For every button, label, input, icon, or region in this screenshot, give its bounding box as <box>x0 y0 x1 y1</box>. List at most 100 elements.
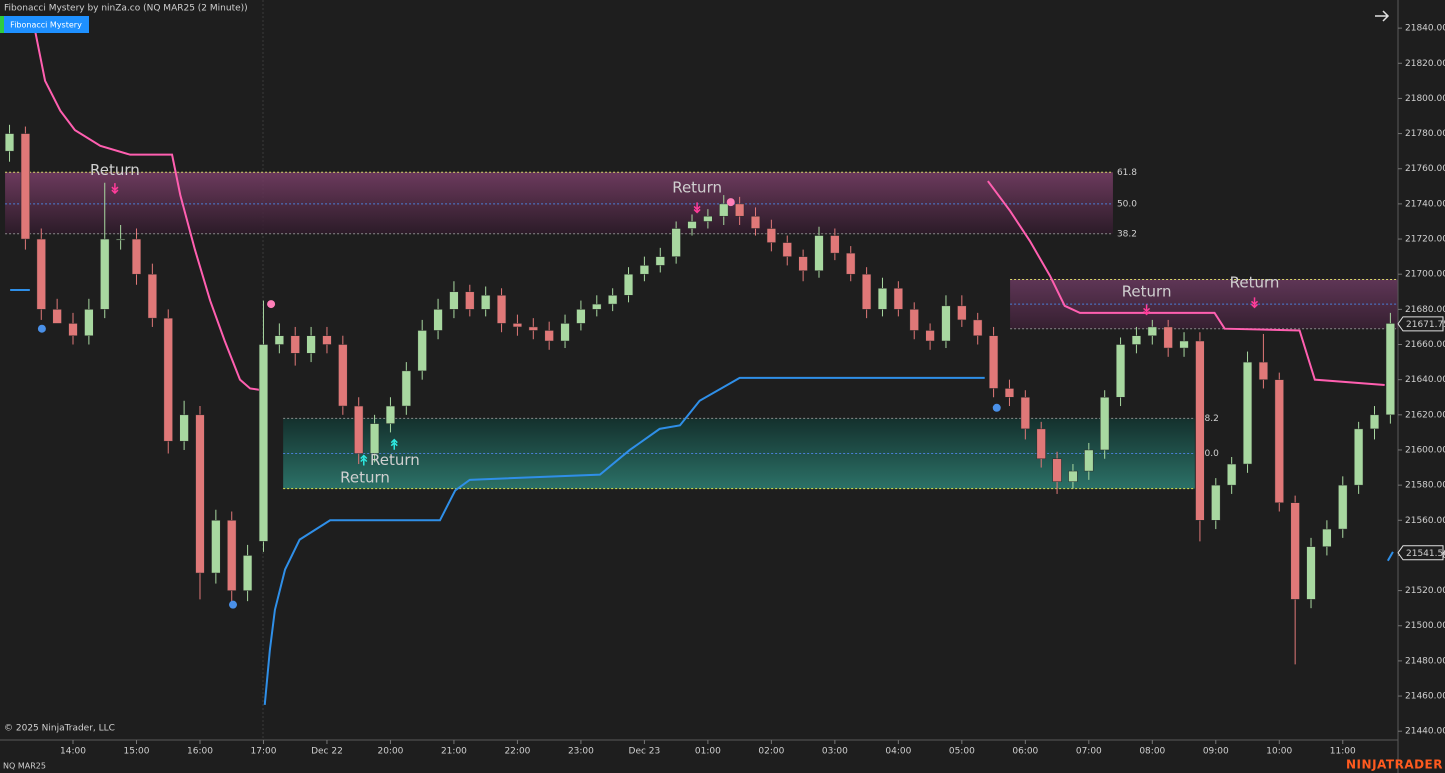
x-tick-label: 16:00 <box>187 747 213 757</box>
candle-body <box>227 520 237 591</box>
candle-body <box>306 335 316 354</box>
chart-title: Fibonacci Mystery by ninZa.co (NQ MAR25 … <box>4 4 248 14</box>
indicator-button-label[interactable]: Fibonacci Mystery <box>10 21 82 30</box>
candle-body <box>846 252 856 275</box>
y-tick-label: 21760.00 <box>1405 164 1445 174</box>
candle-body <box>179 414 189 442</box>
candle-body <box>322 335 332 345</box>
candle-body <box>147 273 157 319</box>
annotation-arrow <box>111 183 119 195</box>
candle-body <box>988 335 999 389</box>
candle-body <box>750 215 761 229</box>
y-tick-label: 21520.00 <box>1405 586 1445 596</box>
candle-body <box>338 344 348 407</box>
price-marker-label: 21541.50 <box>1406 549 1445 559</box>
candle-body <box>560 323 570 342</box>
candle-body <box>1163 326 1173 349</box>
annotation-arrow <box>1143 304 1151 316</box>
candle-body <box>211 520 221 574</box>
candle-body <box>1004 388 1015 398</box>
candle-body <box>528 326 538 331</box>
x-tick-label: 21:00 <box>441 747 467 757</box>
candle-body <box>116 238 126 241</box>
candle-body <box>1258 361 1269 380</box>
y-tick-label: 21500.00 <box>1405 621 1445 631</box>
brand: NINJATRADER <box>1346 758 1443 772</box>
overlay-line <box>33 29 1385 392</box>
fib-level-label: 50.0 <box>1199 449 1219 459</box>
candle-body <box>354 405 364 454</box>
price-marker <box>1397 316 1444 332</box>
fib-level-label: 61.8 <box>1117 168 1137 178</box>
candle-body <box>877 288 888 310</box>
candle-body <box>1338 484 1348 530</box>
candle-body <box>1100 396 1110 451</box>
candle-body <box>719 203 729 217</box>
candle-body <box>957 305 967 321</box>
candle-body <box>417 330 427 372</box>
annotation: Return <box>1230 273 1280 291</box>
x-tick-label: 22:00 <box>504 747 530 757</box>
candle-body <box>909 309 919 331</box>
candle-body <box>544 330 554 342</box>
candle-body <box>36 238 46 310</box>
annotation: Return <box>340 469 390 487</box>
instrument-label: NQ MAR25 <box>3 762 46 771</box>
swing-dot <box>37 324 46 333</box>
candle-body <box>465 291 475 310</box>
candle-body <box>1036 428 1046 460</box>
candle-body <box>84 309 94 336</box>
x-tick-label: 20:00 <box>377 747 403 757</box>
candle-body <box>1274 379 1284 503</box>
y-tick-label: 21720.00 <box>1405 235 1445 245</box>
y-tick-label: 21700.00 <box>1405 270 1445 280</box>
candle-body <box>1195 340 1205 521</box>
indicator-button[interactable] <box>4 16 89 33</box>
candle-body <box>258 344 269 542</box>
candle-body <box>163 317 173 442</box>
candle-body <box>512 323 523 328</box>
candle-body <box>1084 449 1094 472</box>
y-tick-label: 21740.00 <box>1405 199 1445 209</box>
y-tick-label: 21680.00 <box>1405 305 1445 315</box>
price-marker-label: 21671.75 <box>1406 320 1445 330</box>
x-tick-label: 23:00 <box>568 747 594 757</box>
expand-icon[interactable] <box>1375 10 1390 22</box>
x-tick-label: Dec 23 <box>629 747 661 757</box>
candle-body <box>1068 470 1078 482</box>
candle-body <box>1179 340 1189 349</box>
y-tick-label: 21840.00 <box>1405 24 1445 34</box>
x-tick-label: Dec 22 <box>311 747 343 757</box>
annotation-arrow <box>693 202 701 214</box>
annotation-arrow <box>1250 297 1259 309</box>
candle-body <box>1131 335 1142 345</box>
copyright: © 2025 NinjaTrader, LLC <box>4 724 115 734</box>
y-tick-label: 21560.00 <box>1405 516 1445 526</box>
swing-dot <box>267 300 276 309</box>
candle-body <box>1306 546 1316 600</box>
y-tick-label: 21780.00 <box>1405 129 1445 139</box>
candle-body <box>592 303 602 310</box>
annotation: Return <box>90 161 140 179</box>
x-tick-label: 05:00 <box>949 747 975 757</box>
candle-body <box>1369 414 1380 430</box>
x-tick-label: 02:00 <box>758 747 784 757</box>
candle-body <box>623 273 634 296</box>
candle-body <box>385 405 396 424</box>
swing-dot <box>229 600 237 609</box>
y-tick-label: 21600.00 <box>1405 445 1445 455</box>
x-tick-label: 17:00 <box>251 747 277 757</box>
x-tick-label: 04:00 <box>885 747 911 757</box>
y-tick-label: 21440.00 <box>1405 727 1445 737</box>
indicator-flag <box>0 16 4 33</box>
candle-body <box>242 555 253 591</box>
candle-body <box>766 228 776 243</box>
fib-zone <box>5 172 1113 234</box>
candle-body <box>830 235 840 254</box>
annotation: Return <box>1122 282 1172 300</box>
candle-body <box>131 238 142 275</box>
x-tick-label: 01:00 <box>695 747 721 757</box>
x-tick-label: 11:00 <box>1330 747 1356 757</box>
